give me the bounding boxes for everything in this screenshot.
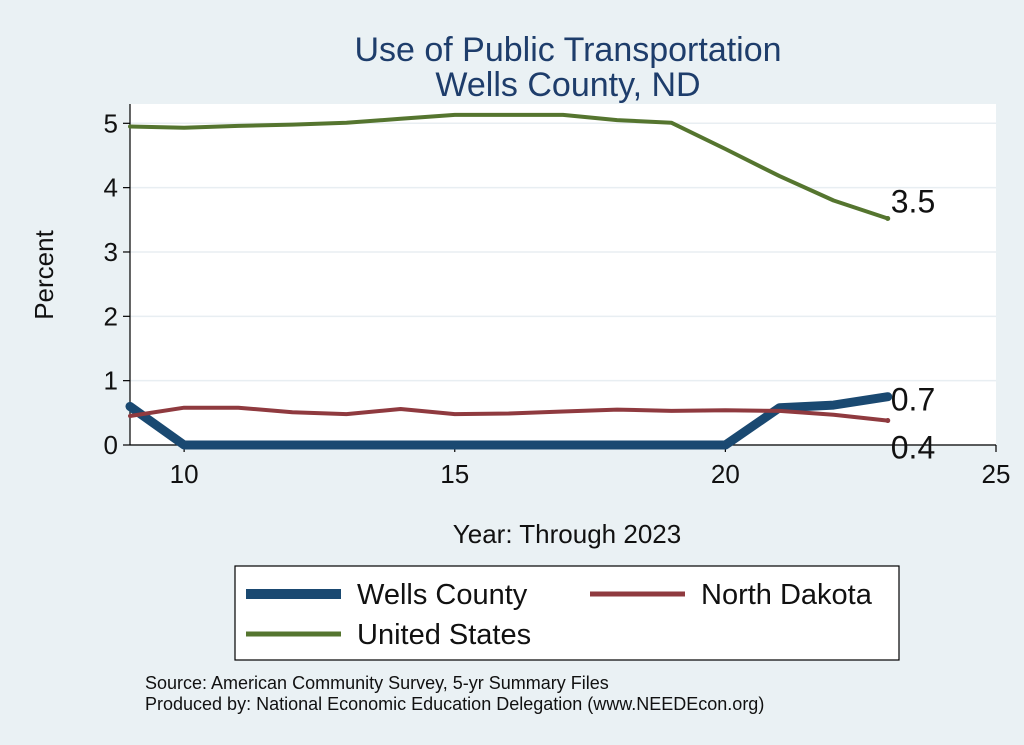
y-tick-label: 3 xyxy=(104,237,118,267)
legend-label-north-dakota: North Dakota xyxy=(701,579,873,611)
x-tick-label: 20 xyxy=(711,459,740,489)
legend-label-united-states: United States xyxy=(357,619,531,651)
end-label-united-states: 3.5 xyxy=(891,184,935,220)
y-tick-label: 2 xyxy=(104,301,118,331)
source-notes: Source: American Community Survey, 5-yr … xyxy=(145,673,764,714)
legend-label-wells-county: Wells County xyxy=(357,579,528,611)
y-tick-label: 0 xyxy=(104,430,118,460)
y-tick-label: 1 xyxy=(104,366,118,396)
y-ticks: 0 1 2 3 4 5 xyxy=(104,108,130,460)
end-point-united-states xyxy=(885,216,891,222)
legend-box xyxy=(234,565,900,661)
legend: Wells County North Dakota United States xyxy=(234,565,900,661)
plot-area xyxy=(130,104,996,445)
end-point-wells-county xyxy=(885,394,891,400)
x-tick-label: 15 xyxy=(440,459,469,489)
end-label-north-dakota: 0.4 xyxy=(891,430,935,466)
series-line-wells-county xyxy=(125,392,893,450)
x-ticks: 10 15 20 25 xyxy=(170,445,1011,489)
series-line-united-states xyxy=(128,112,890,221)
chart-title-line-2: Wells County, ND xyxy=(435,66,700,104)
x-tick-label: 10 xyxy=(170,459,199,489)
end-labels: 0.7 0.4 3.5 xyxy=(891,184,935,466)
y-axis-title: Percent xyxy=(29,229,59,319)
x-axis-title: Year: Through 2023 xyxy=(453,519,681,549)
produced-by-note: Produced by: National Economic Education… xyxy=(145,694,764,714)
chart-title-line-1: Use of Public Transportation xyxy=(354,31,781,69)
source-note: Source: American Community Survey, 5-yr … xyxy=(145,673,609,693)
series-line-north-dakota xyxy=(128,405,890,423)
end-label-wells-county: 0.7 xyxy=(891,382,935,418)
series-lines xyxy=(125,112,893,450)
chart-title-group: Use of Public Transportation Wells Count… xyxy=(354,31,781,104)
y-tick-label: 5 xyxy=(104,108,118,138)
end-point-north-dakota xyxy=(885,418,891,424)
y-tick-label: 4 xyxy=(104,173,118,203)
x-tick-label: 25 xyxy=(982,459,1011,489)
